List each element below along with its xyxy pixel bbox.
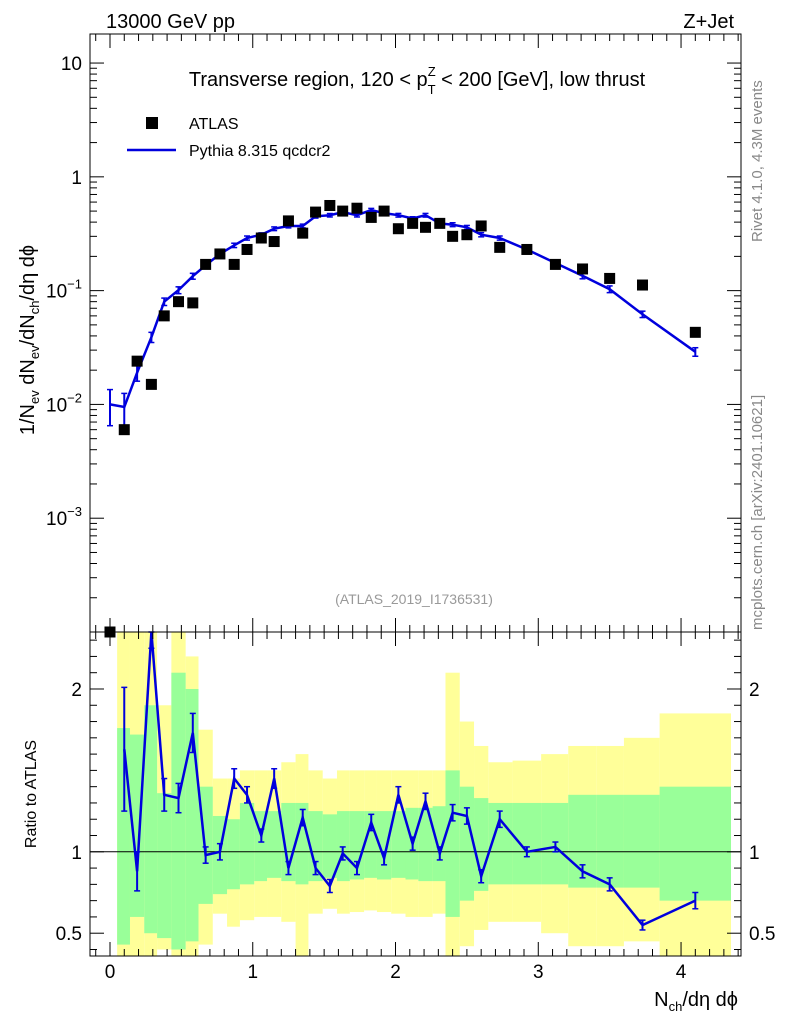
x-tick-label: 0	[105, 962, 116, 983]
ratio-y-tick-label: 2	[71, 680, 82, 701]
atlas-data-point	[549, 258, 561, 270]
atlas-data-point	[268, 236, 280, 248]
ratio-plot-area	[90, 631, 741, 956]
atlas-data-point	[494, 241, 506, 253]
uncertainty-band-inner	[418, 807, 433, 882]
uncertainty-band-inner	[157, 793, 172, 939]
main-y-tick-label: 10	[61, 54, 82, 75]
uncertainty-band-inner	[432, 806, 446, 882]
ratio-y-tick-label: 1	[71, 843, 82, 864]
atlas-data-point	[145, 378, 157, 390]
atlas-data-point	[419, 221, 431, 233]
atlas-data-point	[310, 206, 322, 218]
atlas-data-point	[392, 223, 404, 235]
x-tick-label: 3	[533, 962, 544, 983]
chart-title: Transverse region, 120 < pZ T < 200 [GeV]…	[189, 64, 646, 97]
atlas-data-point	[214, 248, 226, 260]
atlas-data-point	[636, 279, 648, 291]
atlas-data-point	[577, 263, 589, 275]
main-plot-area	[104, 199, 701, 638]
ratio-panel: 0.5 0.5 1 1 2 2 0 1 2 3 4 Ratio to ATLAS Nch/dη dϕ	[23, 631, 775, 1014]
atlas-data-point	[337, 205, 349, 217]
ratio-y-tick-label-right: 0.5	[749, 924, 775, 945]
ratio-y-tick-label-right: 1	[749, 843, 760, 864]
x-tick-label: 4	[676, 962, 687, 983]
legend-pythia-label: Pythia 8.315 qcdcr2	[189, 143, 331, 160]
uncertainty-band-inner	[281, 802, 296, 882]
uncertainty-band-inner	[391, 811, 406, 878]
uncertainty-band-inner	[322, 814, 337, 878]
uncertainty-band-inner	[623, 794, 660, 888]
atlas-data-point	[689, 326, 701, 338]
uncertainty-band-inner	[239, 802, 255, 885]
legend: ATLAS Pythia 8.315 qcdcr2	[127, 116, 331, 160]
atlas-data-point	[255, 232, 267, 244]
atlas-data-point	[461, 229, 473, 241]
atlas-data-point	[187, 297, 199, 309]
atlas-data-point	[324, 199, 336, 211]
legend-atlas-marker	[146, 117, 158, 129]
ratio-y-axis-label: Ratio to ATLAS	[23, 740, 40, 848]
uncertainty-band-inner	[349, 811, 365, 880]
ratio-axes: 0.5 0.5 1 1 2 2 0 1 2 3 4	[56, 632, 775, 983]
ratio-y-tick-label-right: 2	[749, 680, 760, 701]
main-y-tick-label: 1	[71, 168, 82, 189]
source-label: mcplots.cern.ch [arXiv:2401.10621]	[749, 395, 766, 630]
x-axis-label: Nch/dη dϕ	[654, 989, 738, 1014]
atlas-data-point	[131, 355, 143, 367]
x-tick-label: 1	[247, 962, 258, 983]
process-label: Z+Jet	[683, 11, 734, 33]
atlas-data-point	[434, 217, 446, 229]
uncertainty-band-inner	[659, 786, 732, 901]
uncertainty-band-inner	[129, 734, 145, 917]
atlas-data-point	[297, 227, 309, 239]
ratio-frame	[89, 631, 742, 957]
atlas-data-point	[475, 220, 487, 232]
uncertainty-band-inner	[445, 770, 460, 917]
atlas-data-point	[118, 424, 130, 436]
uncertainty-band-inner	[144, 705, 158, 934]
mc-line	[109, 208, 697, 409]
atlas-data-point	[228, 258, 240, 270]
atlas-data-point	[447, 230, 459, 242]
uncertainty-band-inner	[308, 811, 323, 882]
main-y-tick-label: 10−3	[46, 504, 82, 530]
legend-atlas-label: ATLAS	[189, 116, 239, 133]
main-y-tick-label: 10−2	[46, 390, 82, 416]
atlas-data-point	[365, 211, 377, 223]
atlas-data-point	[158, 310, 170, 322]
main-panel: 10 1 10−1 10−2 10−3 Transverse region, 120 <…	[17, 33, 742, 638]
atlas-data-point	[173, 296, 185, 308]
atlas-data-point	[604, 272, 616, 284]
main-axes: 10 1 10−1 10−2 10−3	[46, 34, 741, 633]
atlas-data-point	[521, 243, 533, 255]
atlas-data-point	[282, 215, 294, 227]
uncertainty-band-inner	[336, 811, 350, 882]
uncertainty-band-inner	[227, 819, 240, 890]
ratio-line	[123, 631, 696, 927]
x-tick-label: 2	[390, 962, 401, 983]
rivet-version-label: Rivet 4.1.0, 4.3M events	[749, 80, 766, 242]
atlas-data-point	[407, 217, 419, 229]
uncertainty-band-inner	[376, 811, 392, 880]
uncertainty-band-inner	[459, 786, 475, 901]
atlas-data-point	[241, 243, 253, 255]
main-y-axis-label: 1/Nev dNev/dNch/dη dϕ	[17, 245, 42, 435]
atlas-data-point	[200, 258, 212, 270]
ratio-y-tick-label: 0.5	[56, 924, 82, 945]
atlas-data-point	[351, 202, 363, 214]
uncertainty-band-inner	[596, 794, 624, 888]
uncertainty-band-inner	[267, 811, 282, 878]
uncertainty-band-inner	[512, 802, 542, 885]
main-frame	[89, 33, 742, 633]
analysis-watermark: (ATLAS_2019_I1736531)	[335, 591, 493, 607]
main-y-tick-label: 10−1	[46, 277, 82, 303]
energy-label: 13000 GeV pp	[106, 11, 235, 33]
atlas-data-point	[378, 205, 390, 217]
